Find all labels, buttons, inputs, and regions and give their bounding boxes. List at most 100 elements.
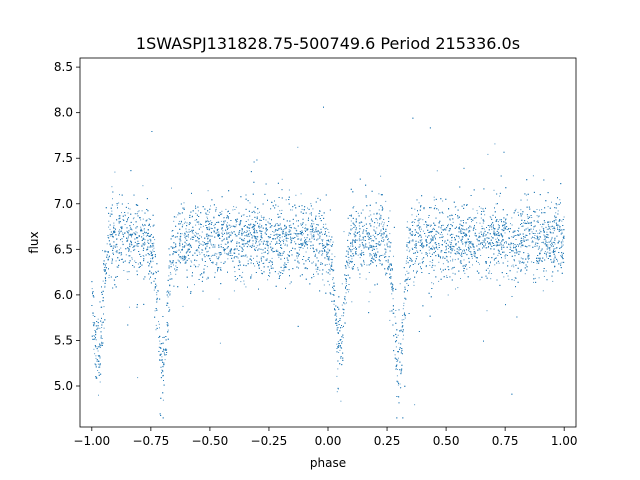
- data-point: [261, 217, 263, 218]
- data-point: [409, 257, 411, 259]
- data-point: [298, 246, 300, 248]
- data-point: [143, 229, 145, 231]
- data-point: [130, 226, 132, 228]
- data-point: [300, 225, 302, 226]
- data-point: [438, 244, 440, 246]
- data-point: [159, 340, 161, 342]
- data-point: [98, 355, 100, 357]
- data-point: [224, 243, 226, 245]
- data-point: [482, 227, 484, 229]
- data-point: [91, 288, 93, 290]
- data-point: [359, 257, 361, 259]
- data-point: [118, 220, 120, 222]
- data-point: [449, 229, 451, 231]
- data-point: [276, 249, 278, 251]
- data-point: [510, 223, 511, 225]
- data-point: [279, 240, 280, 242]
- data-point: [514, 277, 516, 279]
- data-point: [300, 193, 302, 195]
- data-point: [528, 258, 529, 260]
- data-point: [211, 244, 213, 246]
- data-point: [482, 239, 484, 241]
- data-point: [214, 272, 216, 274]
- data-point: [150, 258, 152, 260]
- data-point: [92, 295, 94, 297]
- data-point: [154, 239, 156, 241]
- data-point: [295, 229, 297, 231]
- data-point: [222, 239, 224, 241]
- data-point: [483, 228, 485, 230]
- data-point: [481, 225, 483, 227]
- data-point: [543, 242, 544, 244]
- data-point: [197, 233, 199, 235]
- data-point: [406, 221, 408, 223]
- data-point: [96, 377, 97, 378]
- data-point: [104, 270, 105, 272]
- data-point: [142, 218, 144, 220]
- data-point: [111, 186, 113, 188]
- data-point: [310, 225, 311, 227]
- data-point: [489, 216, 491, 218]
- data-point: [156, 285, 158, 287]
- data-point: [433, 283, 434, 285]
- data-point: [330, 258, 332, 260]
- data-point: [234, 271, 236, 273]
- data-point: [124, 233, 126, 234]
- data-point: [554, 250, 556, 252]
- data-point: [519, 260, 521, 262]
- data-point: [227, 242, 229, 244]
- data-point: [221, 213, 223, 215]
- data-point: [104, 250, 106, 252]
- data-point: [131, 257, 133, 259]
- data-point: [314, 254, 316, 256]
- data-point: [523, 222, 525, 224]
- data-point: [508, 278, 510, 280]
- data-point: [562, 239, 564, 241]
- data-point: [494, 143, 496, 145]
- data-point: [263, 262, 265, 264]
- data-point: [332, 241, 334, 243]
- data-point: [303, 245, 305, 247]
- data-point: [269, 275, 270, 277]
- data-point: [271, 257, 273, 259]
- data-point: [546, 256, 548, 258]
- data-point: [242, 214, 244, 216]
- data-point: [433, 227, 434, 229]
- data-point: [302, 247, 304, 249]
- data-point: [516, 250, 518, 252]
- data-point: [304, 242, 306, 244]
- data-point: [357, 254, 359, 256]
- data-point: [109, 228, 111, 230]
- data-point: [287, 262, 289, 263]
- data-point: [201, 252, 203, 254]
- data-point: [404, 280, 405, 282]
- data-point: [371, 240, 373, 242]
- data-point: [375, 252, 377, 254]
- data-point: [493, 189, 495, 191]
- data-point: [348, 259, 350, 261]
- data-point: [364, 216, 366, 218]
- data-point: [383, 224, 385, 226]
- data-point: [241, 255, 243, 257]
- data-point: [283, 270, 285, 272]
- data-point: [410, 240, 412, 242]
- data-point: [419, 226, 421, 228]
- data-point: [386, 242, 388, 244]
- data-point: [210, 205, 211, 207]
- data-point: [205, 221, 207, 223]
- data-point: [131, 258, 133, 260]
- data-point: [418, 222, 420, 224]
- data-point: [346, 302, 347, 304]
- data-point: [561, 220, 563, 222]
- data-point: [218, 231, 220, 233]
- data-point: [235, 224, 237, 226]
- data-point: [375, 231, 377, 233]
- data-point: [531, 241, 533, 243]
- data-point: [105, 250, 107, 252]
- data-point: [216, 258, 218, 260]
- data-point: [374, 256, 375, 258]
- data-point: [207, 214, 209, 215]
- data-point: [285, 265, 287, 267]
- data-point: [464, 229, 466, 231]
- data-point: [189, 223, 191, 224]
